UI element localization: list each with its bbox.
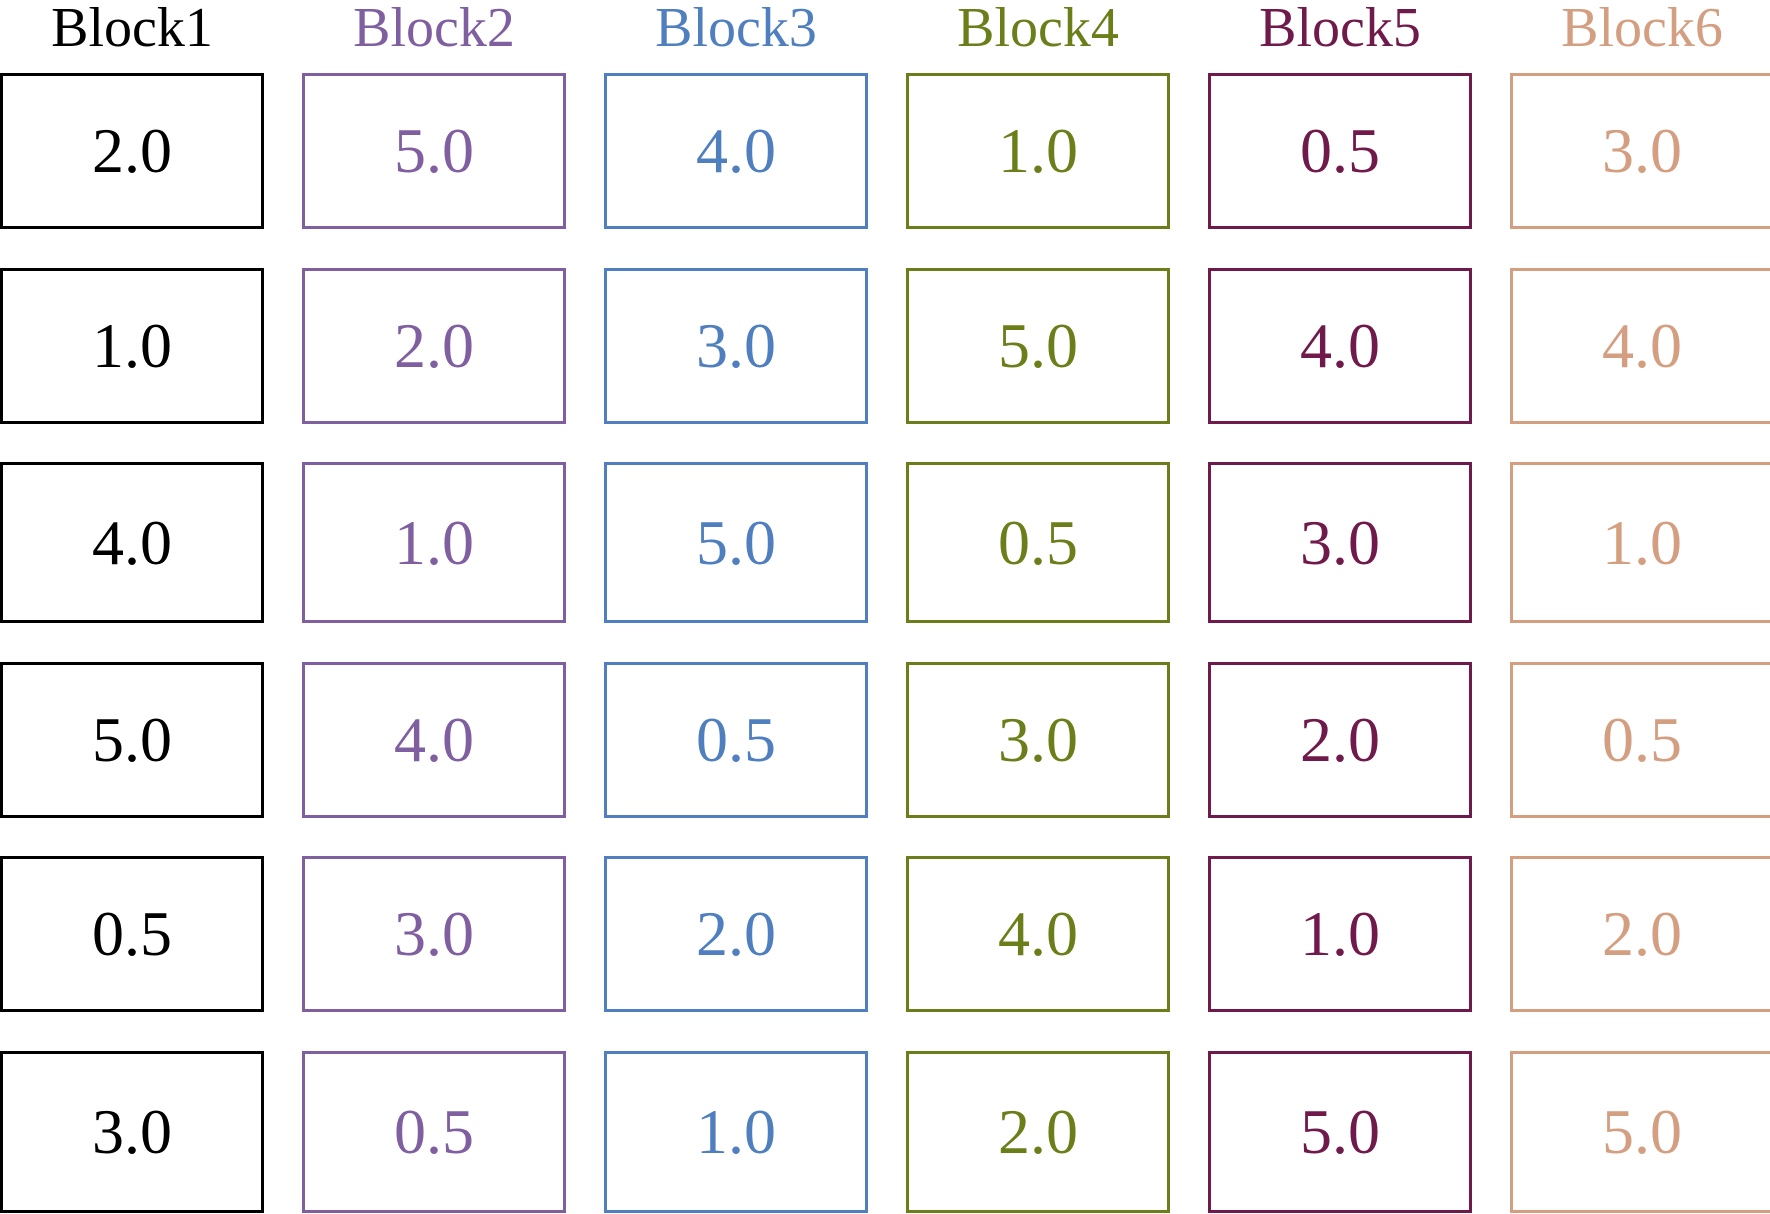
value-cell: 5.0	[1510, 1051, 1770, 1213]
value-cell: 2.0	[1510, 856, 1770, 1012]
value-cell: 2.0	[302, 268, 566, 424]
value-cell: 0.5	[0, 856, 264, 1012]
block-header: Block5	[1259, 0, 1421, 59]
value-cell: 1.0	[0, 268, 264, 424]
block-column-3: Block3 4.0 3.0 5.0 0.5 2.0 1.0	[604, 0, 868, 1214]
value-cell: 3.0	[604, 268, 868, 424]
value-cell: 1.0	[604, 1051, 868, 1213]
value-cell: 3.0	[1510, 73, 1770, 229]
value-cell: 4.0	[1208, 268, 1472, 424]
value-cell: 2.0	[0, 73, 264, 229]
value-cell: 3.0	[1208, 462, 1472, 623]
block-header: Block6	[1561, 0, 1723, 59]
value-cell: 0.5	[1208, 73, 1472, 229]
block-column-5: Block5 0.5 4.0 3.0 2.0 1.0 5.0	[1208, 0, 1472, 1214]
value-cell: 0.5	[1510, 662, 1770, 818]
value-cell: 5.0	[604, 462, 868, 623]
value-cell: 1.0	[302, 462, 566, 623]
value-cell: 2.0	[1208, 662, 1472, 818]
block-header: Block1	[51, 0, 213, 59]
value-cell: 1.0	[906, 73, 1170, 229]
value-cell: 4.0	[1510, 268, 1770, 424]
value-cell: 0.5	[906, 462, 1170, 623]
value-cell: 1.0	[1208, 856, 1472, 1012]
value-cell: 2.0	[604, 856, 868, 1012]
block-column-2: Block2 5.0 2.0 1.0 4.0 3.0 0.5	[302, 0, 566, 1214]
value-cell: 4.0	[0, 462, 264, 623]
block-column-4: Block4 1.0 5.0 0.5 3.0 4.0 2.0	[906, 0, 1170, 1214]
value-cell: 5.0	[302, 73, 566, 229]
block-column-1: Block1 2.0 1.0 4.0 5.0 0.5 3.0	[0, 0, 264, 1214]
value-cell: 5.0	[1208, 1051, 1472, 1213]
value-cell: 5.0	[0, 662, 264, 818]
value-cell: 2.0	[906, 1051, 1170, 1213]
value-cell: 0.5	[302, 1051, 566, 1213]
value-cell: 3.0	[0, 1051, 264, 1213]
block-header: Block2	[353, 0, 515, 59]
block-column-6: Block6 3.0 4.0 1.0 0.5 2.0 5.0	[1510, 0, 1770, 1214]
value-cell: 4.0	[604, 73, 868, 229]
value-cell: 3.0	[906, 662, 1170, 818]
block-header: Block3	[655, 0, 817, 59]
value-cell: 4.0	[302, 662, 566, 818]
value-cell: 4.0	[906, 856, 1170, 1012]
value-cell: 5.0	[906, 268, 1170, 424]
block-header: Block4	[957, 0, 1119, 59]
value-cell: 3.0	[302, 856, 566, 1012]
value-cell: 1.0	[1510, 462, 1770, 623]
value-cell: 0.5	[604, 662, 868, 818]
